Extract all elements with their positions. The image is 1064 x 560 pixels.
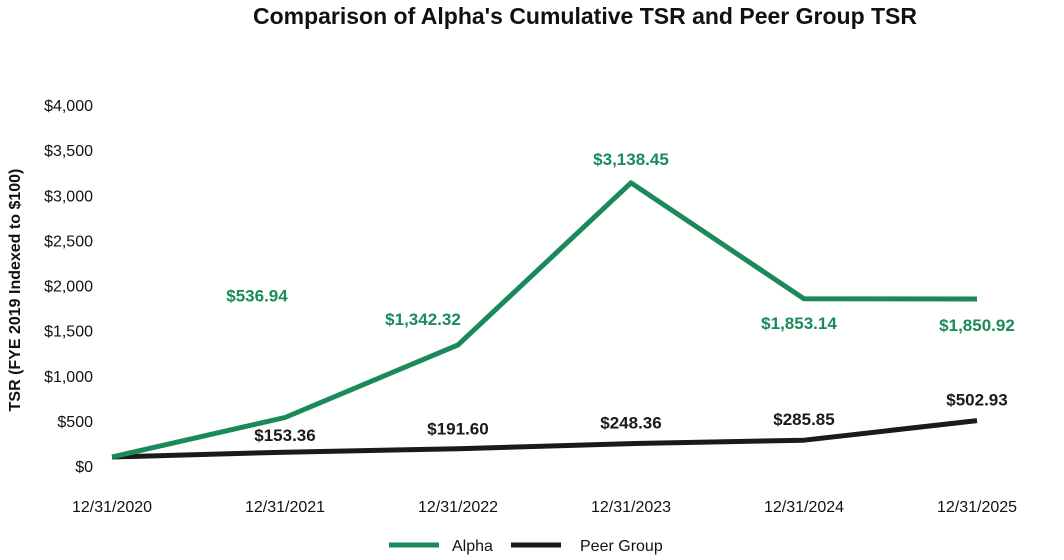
y-tick-label: $0 <box>75 459 93 476</box>
y-tick-label: $3,000 <box>44 188 93 205</box>
data-label-peer-group: $285.85 <box>773 410 834 429</box>
x-tick-label: 12/31/2022 <box>418 499 498 516</box>
data-label-peer-group: $153.36 <box>254 426 315 445</box>
data-label-alpha: $1,850.92 <box>939 316 1015 335</box>
legend-label: Alpha <box>452 538 493 555</box>
x-tick-label: 12/31/2020 <box>72 499 152 516</box>
series-line-peer-group <box>111 418 978 460</box>
series-line-alpha <box>111 180 978 460</box>
data-label-alpha: $1,853.14 <box>761 314 837 333</box>
x-tick-label: 12/31/2024 <box>764 499 844 516</box>
data-labels: $536.94 $1,342.32 $3,138.45 $1,853.14 $1,850… <box>226 150 1015 445</box>
x-tick-label: 12/31/2025 <box>937 499 1017 516</box>
y-tick-label: $2,000 <box>44 279 93 296</box>
x-axis-ticks: 12/31/2020 12/31/2021 12/31/2022 12/31/2023… <box>72 499 1017 516</box>
y-axis-ticks: $0 $500 $1,000 $1,500 $2,000 $2,500 $3,000 $3,5… <box>44 98 93 476</box>
data-label-alpha: $3,138.45 <box>593 150 669 169</box>
y-tick-label: $3,500 <box>44 143 93 160</box>
data-label-peer-group: $191.60 <box>427 420 488 439</box>
y-tick-label: $2,500 <box>44 233 93 250</box>
y-axis-label: TSR (FYE 2019 Indexed to $100) <box>7 169 24 412</box>
x-tick-label: 12/31/2021 <box>245 499 325 516</box>
chart-title: Comparison of Alpha's Cumulative TSR and… <box>253 3 917 29</box>
data-label-peer-group: $248.36 <box>600 414 661 433</box>
y-tick-label: $1,000 <box>44 369 93 386</box>
legend: Alpha Peer Group <box>389 538 663 555</box>
legend-label: Peer Group <box>580 538 663 555</box>
y-tick-label: $4,000 <box>44 98 93 115</box>
x-tick-label: 12/31/2023 <box>591 499 671 516</box>
data-label-peer-group: $502.93 <box>946 391 1007 410</box>
data-label-alpha: $536.94 <box>226 287 288 306</box>
series-lines <box>111 180 978 460</box>
y-tick-label: $1,500 <box>44 324 93 341</box>
data-label-alpha: $1,342.32 <box>385 310 461 329</box>
y-tick-label: $500 <box>57 414 93 431</box>
